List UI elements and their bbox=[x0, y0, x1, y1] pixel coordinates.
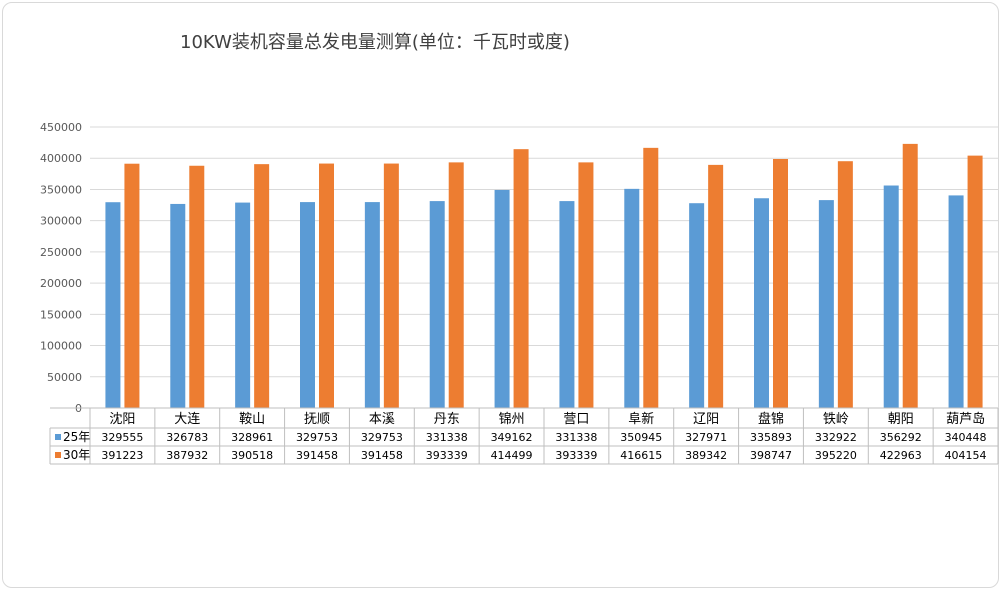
data-table-cell: 356292 bbox=[880, 431, 922, 444]
data-table-cell: 328961 bbox=[231, 431, 273, 444]
bar-series-1 bbox=[559, 201, 575, 408]
bar-series-2 bbox=[967, 155, 983, 408]
bar-series-2 bbox=[643, 147, 659, 408]
y-tick-label: 300000 bbox=[40, 215, 82, 228]
data-table-cell: 404154 bbox=[945, 449, 987, 462]
data-table-cell: 387932 bbox=[166, 449, 208, 462]
data-table-cell: 389342 bbox=[685, 449, 727, 462]
bar-series-1 bbox=[948, 195, 964, 408]
x-category-label: 朝阳 bbox=[888, 412, 914, 427]
data-table-cell: 326783 bbox=[166, 431, 208, 444]
bar-series-2 bbox=[708, 164, 724, 408]
data-table-cell: 395220 bbox=[815, 449, 857, 462]
x-category-label: 盘锦 bbox=[758, 411, 784, 427]
x-category-label: 鞍山 bbox=[239, 411, 265, 427]
bar-series-1 bbox=[689, 203, 705, 408]
legend-swatch bbox=[55, 452, 61, 458]
bar-series-1 bbox=[105, 202, 121, 408]
y-tick-label: 200000 bbox=[40, 277, 82, 290]
x-category-label: 抚顺 bbox=[304, 412, 330, 427]
y-tick-label: 100000 bbox=[40, 340, 82, 353]
data-table-cell: 391223 bbox=[101, 449, 143, 462]
bar-series-2 bbox=[773, 159, 788, 408]
bar-series-1 bbox=[624, 188, 640, 408]
data-table-cell: 340448 bbox=[945, 431, 987, 444]
data-table-cell: 331338 bbox=[426, 431, 468, 444]
data-table-cell: 391458 bbox=[296, 449, 338, 462]
data-table-cell: 393339 bbox=[426, 449, 468, 462]
data-table-cell: 335893 bbox=[750, 431, 792, 444]
data-table-cell: 391458 bbox=[361, 449, 403, 462]
bar-series-2 bbox=[837, 161, 853, 408]
y-tick-label: 450000 bbox=[40, 121, 82, 134]
legend-label: 25年 bbox=[63, 430, 90, 444]
x-category-label: 丹东 bbox=[434, 412, 460, 427]
bar-series-1 bbox=[170, 203, 186, 408]
legend-label: 30年 bbox=[63, 448, 90, 462]
data-table-cell: 331338 bbox=[555, 431, 597, 444]
y-tick-label: 350000 bbox=[40, 183, 82, 196]
data-table-cell: 349162 bbox=[491, 431, 533, 444]
bar-series-1 bbox=[494, 189, 510, 408]
bar-series-1 bbox=[429, 201, 445, 408]
bar-series-1 bbox=[364, 202, 380, 408]
x-category-label: 辽阳 bbox=[693, 412, 719, 427]
bar-series-2 bbox=[448, 162, 464, 408]
bar-series-1 bbox=[300, 202, 315, 408]
data-table-cell: 332922 bbox=[815, 431, 857, 444]
bar-series-1 bbox=[818, 200, 834, 408]
data-table-cell: 393339 bbox=[555, 449, 597, 462]
data-table-cell: 390518 bbox=[231, 449, 273, 462]
data-table-cell: 329753 bbox=[296, 431, 338, 444]
data-table-cell: 422963 bbox=[880, 449, 922, 462]
bar-series-2 bbox=[124, 163, 140, 408]
x-category-label: 铁岭 bbox=[823, 412, 849, 427]
bar-series-2 bbox=[319, 163, 334, 408]
bar-series-2 bbox=[254, 164, 270, 408]
data-table-cell: 414499 bbox=[491, 449, 533, 462]
x-category-label: 锦州 bbox=[499, 412, 525, 427]
y-tick-label: 50000 bbox=[47, 371, 82, 384]
y-tick-label: 250000 bbox=[40, 246, 82, 259]
x-category-label: 大连 bbox=[174, 411, 200, 427]
x-category-label: 本溪 bbox=[369, 412, 395, 427]
legend-swatch bbox=[55, 434, 61, 440]
data-table-cell: 327971 bbox=[685, 431, 727, 444]
data-table-cell: 329555 bbox=[101, 431, 143, 444]
bar-series-2 bbox=[578, 162, 594, 408]
bar-series-2 bbox=[902, 143, 918, 408]
data-table-cell: 398747 bbox=[750, 449, 792, 462]
bar-series-2 bbox=[513, 149, 529, 408]
bar-series-2 bbox=[383, 163, 399, 408]
data-table-cell: 416615 bbox=[620, 449, 662, 462]
bar-series-1 bbox=[883, 185, 899, 408]
y-tick-label: 150000 bbox=[40, 308, 82, 321]
chart-title: 10KW装机容量总发电量测算(单位：千瓦时或度) bbox=[180, 32, 570, 53]
x-category-label: 营口 bbox=[563, 412, 589, 427]
x-category-label: 阜新 bbox=[628, 411, 654, 427]
x-category-label: 沈阳 bbox=[109, 412, 135, 427]
bar-series-2 bbox=[189, 165, 205, 408]
y-tick-label: 400000 bbox=[40, 152, 82, 165]
x-category-label: 葫芦岛 bbox=[946, 411, 985, 427]
bar-series-1 bbox=[754, 198, 769, 408]
data-table-cell: 350945 bbox=[620, 431, 662, 444]
data-table-cell: 329753 bbox=[361, 431, 403, 444]
bar-series-1 bbox=[235, 202, 251, 408]
